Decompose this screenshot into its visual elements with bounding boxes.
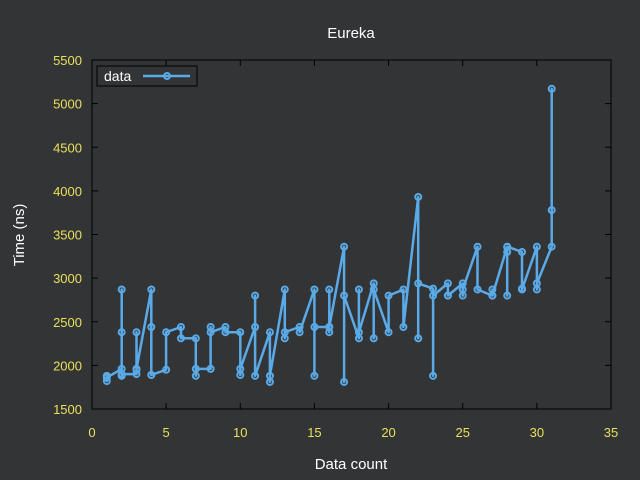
data-point bbox=[325, 285, 334, 294]
x-tick-label: 35 bbox=[604, 425, 618, 440]
data-point bbox=[310, 322, 319, 331]
data-point bbox=[280, 328, 289, 337]
data-point bbox=[280, 285, 289, 294]
data-point bbox=[265, 371, 274, 380]
data-point bbox=[251, 322, 260, 331]
data-point bbox=[369, 334, 378, 343]
data-point bbox=[443, 279, 452, 288]
data-point bbox=[176, 322, 185, 331]
data-point bbox=[117, 328, 126, 337]
legend-box bbox=[96, 65, 198, 87]
x-axis-label: Data count bbox=[315, 456, 388, 473]
x-tick-label: 0 bbox=[88, 425, 95, 440]
data-point bbox=[414, 279, 423, 288]
data-point bbox=[117, 285, 126, 294]
data-point bbox=[518, 285, 527, 294]
data-point bbox=[147, 322, 156, 331]
data-point bbox=[206, 328, 215, 337]
data-point bbox=[310, 285, 319, 294]
data-point bbox=[117, 370, 126, 379]
data-point bbox=[547, 242, 556, 251]
y-tick-label: 5500 bbox=[53, 53, 82, 68]
data-point bbox=[443, 291, 452, 300]
y-tick-label: 3500 bbox=[53, 228, 82, 243]
data-point bbox=[236, 364, 245, 373]
data-point bbox=[191, 364, 200, 373]
x-tick-label: 25 bbox=[455, 425, 469, 440]
data-point bbox=[488, 291, 497, 300]
data-point bbox=[458, 285, 467, 294]
data-point bbox=[132, 328, 141, 337]
data-point bbox=[162, 365, 171, 374]
legend-marker-swatch bbox=[163, 72, 171, 80]
data-point bbox=[384, 328, 393, 337]
x-tick-label: 20 bbox=[381, 425, 395, 440]
y-tick-label: 4000 bbox=[53, 184, 82, 199]
data-point bbox=[310, 371, 319, 380]
data-point bbox=[236, 328, 245, 337]
series-layer bbox=[102, 84, 556, 386]
data-point bbox=[102, 377, 111, 386]
data-point bbox=[325, 322, 334, 331]
data-point bbox=[354, 328, 363, 337]
data-point bbox=[340, 242, 349, 251]
data-point bbox=[518, 247, 527, 256]
data-point bbox=[503, 291, 512, 300]
data-point bbox=[473, 242, 482, 251]
data-point bbox=[191, 334, 200, 343]
x-tick-label: 15 bbox=[307, 425, 321, 440]
y-tick-label: 1500 bbox=[53, 402, 82, 417]
x-tick-label: 5 bbox=[163, 425, 170, 440]
data-point bbox=[532, 242, 541, 251]
data-point bbox=[102, 373, 111, 382]
data-point bbox=[251, 291, 260, 300]
legend-label-data: data bbox=[104, 68, 131, 84]
data-point bbox=[176, 334, 185, 343]
data-point bbox=[147, 285, 156, 294]
data-point bbox=[429, 371, 438, 380]
y-axis-label: Time (ns) bbox=[11, 204, 28, 267]
data-point bbox=[399, 285, 408, 294]
data-point bbox=[369, 285, 378, 294]
y-tick-label: 2000 bbox=[53, 358, 82, 373]
data-point bbox=[399, 322, 408, 331]
data-point bbox=[532, 279, 541, 288]
data-point bbox=[547, 206, 556, 215]
data-point bbox=[414, 192, 423, 201]
data-point bbox=[340, 377, 349, 386]
chart-title: Eureka bbox=[327, 25, 375, 42]
x-tick-label: 10 bbox=[233, 425, 247, 440]
data-point bbox=[147, 370, 156, 379]
data-point bbox=[265, 328, 274, 337]
data-point bbox=[354, 285, 363, 294]
data-point bbox=[384, 291, 393, 300]
data-point bbox=[251, 371, 260, 380]
plot-frame bbox=[91, 59, 612, 410]
axis-ticks: 0 5 10 15 20 25 30 35 1500 2000 2500 3000 3500 4000 45… bbox=[53, 53, 618, 440]
data-point bbox=[295, 328, 304, 337]
data-point bbox=[429, 291, 438, 300]
y-tick-label: 5000 bbox=[53, 97, 82, 112]
data-point bbox=[340, 291, 349, 300]
data-point bbox=[503, 242, 512, 251]
legend: data bbox=[96, 65, 198, 87]
data-point bbox=[221, 328, 230, 337]
y-tick-label: 3000 bbox=[53, 271, 82, 286]
y-tick-label: 2500 bbox=[53, 315, 82, 330]
y-tick-label: 4500 bbox=[53, 140, 82, 155]
data-point bbox=[414, 334, 423, 343]
data-point bbox=[132, 364, 141, 373]
data-point bbox=[162, 328, 171, 337]
data-point bbox=[473, 285, 482, 294]
data-point bbox=[206, 364, 215, 373]
data-point bbox=[547, 84, 556, 93]
x-tick-label: 30 bbox=[530, 425, 544, 440]
